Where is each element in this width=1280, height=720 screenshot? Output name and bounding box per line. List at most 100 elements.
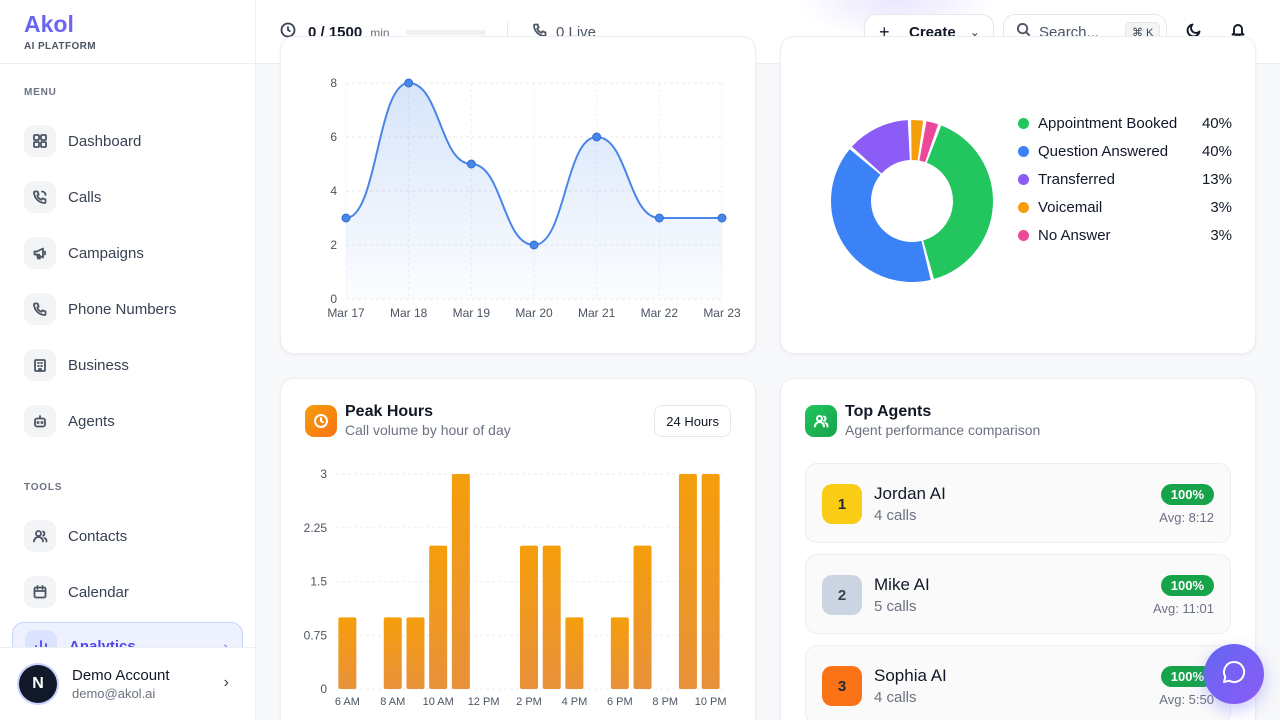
phone-icon xyxy=(24,293,56,325)
legend-label: Question Answered xyxy=(1038,142,1169,160)
x-tick-label: Mar 20 xyxy=(515,306,553,320)
bar xyxy=(678,474,697,689)
data-point xyxy=(341,213,351,223)
sidebar: Akol AI PLATFORM MENU Dashboard Calls Ca… xyxy=(0,0,256,720)
sidebar-item-label: Contacts xyxy=(68,527,128,545)
peak-hours-title: Peak Hours xyxy=(345,403,434,420)
x-tick-label: 6 AM xyxy=(335,696,360,708)
bar xyxy=(520,545,538,689)
legend-item: Question Answered 40% xyxy=(1018,137,1232,165)
chevron-right-icon: › xyxy=(223,674,229,691)
pie-slice xyxy=(851,120,910,174)
sidebar-item-phone-numbers[interactable]: Phone Numbers xyxy=(12,285,243,333)
top-agents-subtitle: Agent performance comparison xyxy=(845,422,1041,438)
calls-trend-chart: 0 2 4 6 8 Mar 17 Mar 18 Mar 19 Mar 20 Mar 21 Mar 2… xyxy=(327,76,741,320)
sidebar-item-dashboard[interactable]: Dashboard xyxy=(12,117,243,165)
call-outcomes-chart xyxy=(831,120,993,282)
bar xyxy=(429,545,448,689)
sidebar-item-label: Calls xyxy=(68,188,102,206)
x-tick-label: 2 PM xyxy=(516,696,542,708)
sidebar-item-calendar[interactable]: Calendar xyxy=(12,568,243,616)
agent-row[interactable]: 2 Mike AI 5 calls 100% Avg: 11:01 xyxy=(805,554,1231,634)
sidebar-item-contacts[interactable]: Contacts xyxy=(12,512,243,560)
search-icon xyxy=(1016,22,1031,42)
x-tick-label: Mar 22 xyxy=(641,306,679,320)
sidebar-item-label: Campaigns xyxy=(68,244,144,262)
avatar: N xyxy=(19,665,57,703)
data-point xyxy=(404,78,414,88)
agent-avg-duration: Avg: 5:50 xyxy=(1159,692,1214,707)
agent-row[interactable]: 3 Sophia AI 4 calls 100% Avg: 5:50 xyxy=(805,645,1231,720)
top-agents-card: Top Agents Agent performance comparison … xyxy=(780,378,1256,720)
sidebar-item-label: Calendar xyxy=(68,583,129,601)
account-switcher[interactable]: N Demo Account demo@akol.ai › xyxy=(0,647,255,720)
x-tick-label: 12 PM xyxy=(468,696,500,708)
y-tick-label: 6 xyxy=(330,130,337,144)
legend-swatch xyxy=(1018,229,1029,241)
legend-item: Voicemail 3% xyxy=(1018,193,1232,221)
data-point xyxy=(592,132,602,142)
y-tick-label: 4 xyxy=(330,184,337,198)
rank-badge: 2 xyxy=(822,575,862,615)
sidebar-item-business[interactable]: Business xyxy=(12,341,243,389)
agent-name: Sophia AI xyxy=(874,666,947,685)
bar xyxy=(633,545,652,689)
legend-value: 40% xyxy=(1201,114,1232,132)
pie-slice xyxy=(911,120,924,161)
y-tick-label: 1.5 xyxy=(310,575,327,589)
brand[interactable]: Akol AI PLATFORM xyxy=(0,0,255,64)
agent-calls: 4 calls xyxy=(874,507,917,524)
legend-value: 3% xyxy=(1210,226,1232,244)
call-outcomes-card: Appointment Booked 40% Question Answered 40… xyxy=(780,36,1256,354)
x-tick-label: Mar 21 xyxy=(578,306,616,320)
agent-row[interactable]: 1 Jordan AI 4 calls 100% Avg: 8:12 xyxy=(805,463,1231,543)
account-name: Demo Account xyxy=(72,667,170,684)
users-icon xyxy=(805,405,837,437)
pie-slice xyxy=(831,149,931,282)
agent-avg-duration: Avg: 8:12 xyxy=(1159,510,1214,525)
x-tick-label: 8 AM xyxy=(380,696,405,708)
agent-name: Mike AI xyxy=(874,575,930,594)
line-series xyxy=(345,81,722,247)
sidebar-item-agents[interactable]: Agents xyxy=(12,397,243,445)
agent-avg-duration: Avg: 11:01 xyxy=(1153,601,1214,616)
chat-bubble-icon xyxy=(1221,659,1247,690)
agent-calls: 4 calls xyxy=(874,689,917,706)
brand-logo: Akol xyxy=(24,12,231,36)
pie-slice xyxy=(919,121,939,163)
legend-item: Appointment Booked 40% xyxy=(1018,109,1232,137)
legend-value: 40% xyxy=(1201,142,1232,160)
x-tick-label: Mar 19 xyxy=(453,306,491,320)
building-icon xyxy=(24,349,56,381)
megaphone-icon xyxy=(24,237,56,269)
bar xyxy=(338,617,357,689)
chat-support-button[interactable] xyxy=(1204,644,1264,704)
time-range-button[interactable]: 24 Hours xyxy=(654,405,731,437)
y-tick-label: 0.75 xyxy=(304,628,328,642)
theme-toggle-button[interactable] xyxy=(1182,20,1206,44)
users-icon xyxy=(24,520,56,552)
legend-label: No Answer xyxy=(1038,226,1111,244)
success-rate-badge: 100% xyxy=(1160,666,1214,687)
plus-icon: + xyxy=(879,21,890,42)
x-tick-label: 10 PM xyxy=(695,696,727,708)
account-email: demo@akol.ai xyxy=(72,686,156,701)
x-tick-label: 6 PM xyxy=(607,696,633,708)
menu-section-label: MENU xyxy=(24,87,57,98)
bar xyxy=(406,617,425,689)
y-tick-label: 2 xyxy=(330,238,337,252)
grid-icon xyxy=(24,125,56,157)
bar xyxy=(451,474,470,689)
legend-label: Transferred xyxy=(1038,170,1115,188)
line-area-fill xyxy=(346,83,722,299)
data-point xyxy=(654,213,664,223)
sidebar-item-calls[interactable]: Calls xyxy=(12,173,243,221)
sidebar-item-campaigns[interactable]: Campaigns xyxy=(12,229,243,277)
y-tick-label: 0 xyxy=(330,292,337,306)
brand-subtitle: AI PLATFORM xyxy=(24,41,96,52)
x-tick-label: Mar 23 xyxy=(703,306,741,320)
x-tick-label: 4 PM xyxy=(562,696,588,708)
sidebar-item-label: Phone Numbers xyxy=(68,300,177,318)
data-point xyxy=(466,159,476,169)
sidebar-item-label: Agents xyxy=(68,412,115,430)
